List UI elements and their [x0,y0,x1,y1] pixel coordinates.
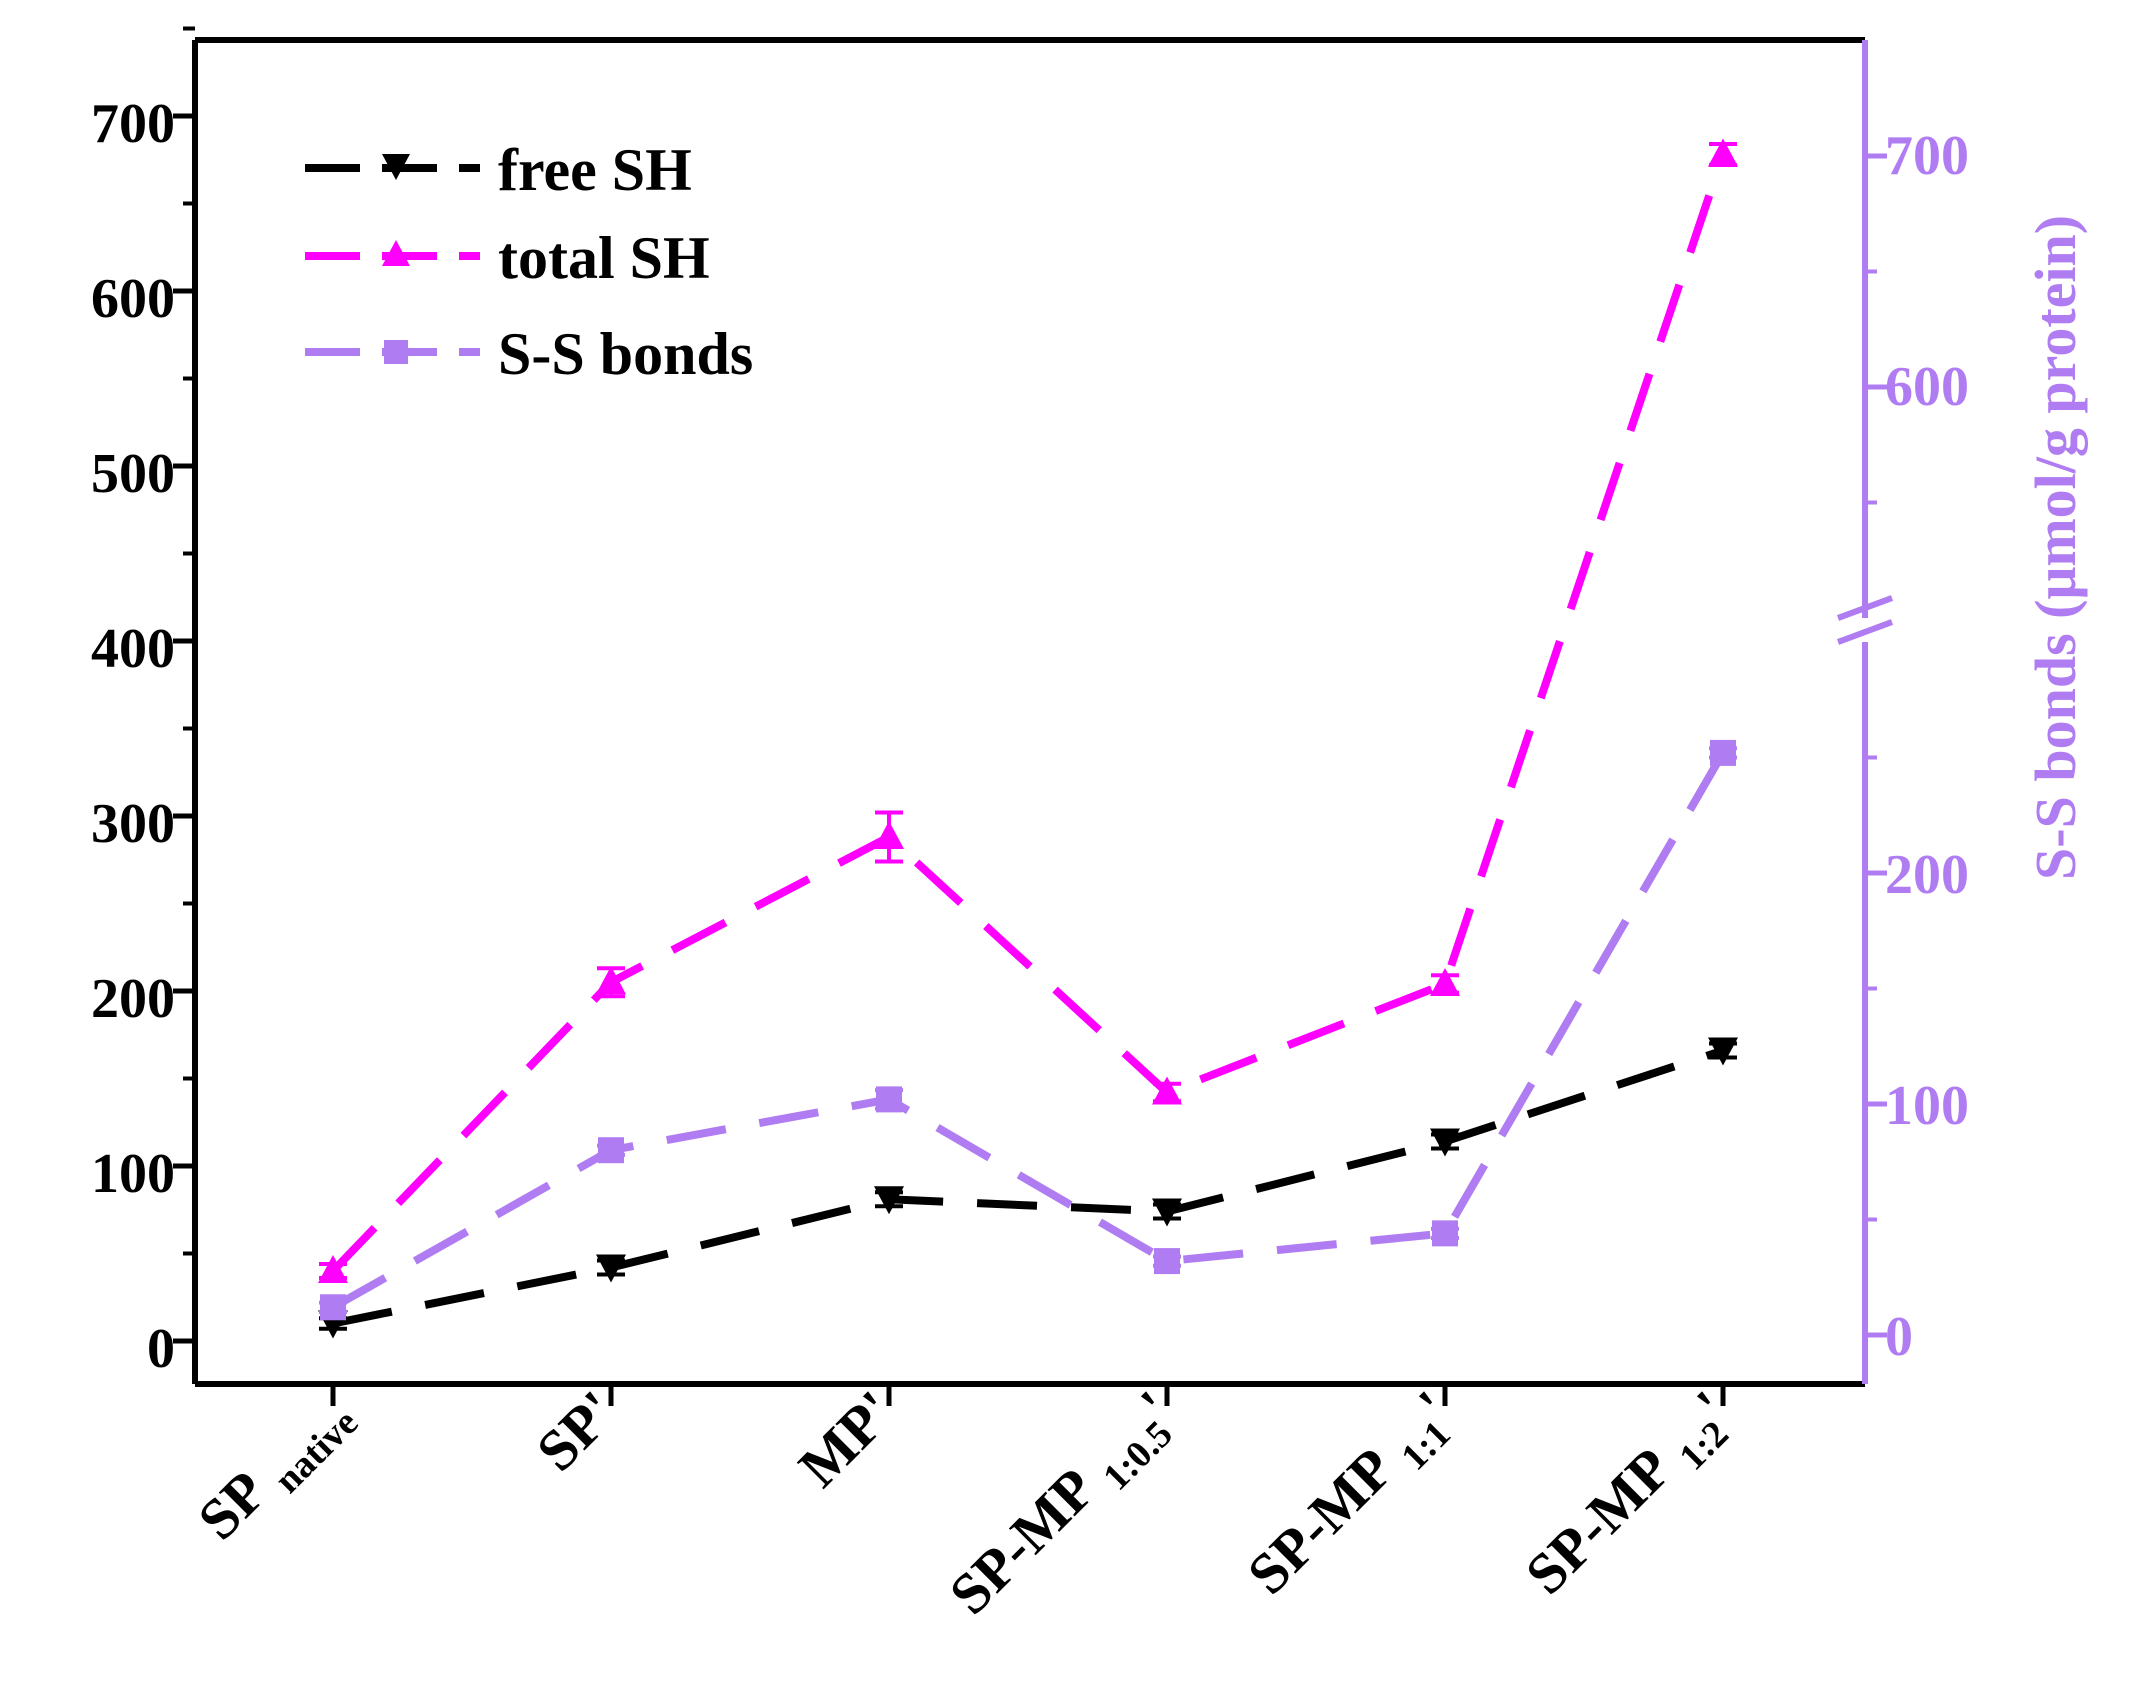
legend-item-total-sh: total SH [305,225,710,291]
legend-marker-triangle-up [382,240,410,266]
axis-break-mark [1836,595,1894,621]
data-point [1154,1248,1180,1275]
series-s-s-bonds [319,739,1737,1321]
data-point [1710,739,1736,766]
axis-break-mark [1836,619,1894,645]
legend-item-free-sh: free SH [305,137,692,203]
series-line [330,153,1727,1274]
legend-marker-square [384,340,408,364]
left-tick-labels: 0 100 200 300 400 500 600 700 [91,93,175,1380]
left-tick-label: 100 [91,1143,175,1205]
series-line [331,750,1727,1311]
category-label: SP-MP1:1' [1235,1378,1470,1613]
right-tick-label: 100 [1885,1075,1969,1137]
category-sub: native [266,1402,366,1502]
plot-frame [192,37,1894,1387]
data-point [1708,138,1738,167]
legend-label: total SH [498,225,710,291]
right-tick-label: 700 [1885,125,1969,187]
data-point [320,1294,346,1321]
right-tick-label: 0 [1885,1306,1913,1368]
right-tick-label: 200 [1885,844,1969,906]
data-point [876,1086,902,1113]
left-tick-label: 200 [91,968,175,1030]
series-line [332,1046,1725,1328]
data-point [1152,1076,1182,1105]
left-tick-label: 300 [91,793,175,855]
data-point [596,966,626,995]
legend-label: S-S bonds [498,321,753,387]
data-point [874,1186,904,1215]
right-axis-title: S-S bonds (μmol/g protein) [2023,215,2088,880]
legend-item-ss-bonds: S-S bonds [305,321,753,387]
data-point [596,1254,626,1283]
data-point [318,1255,348,1283]
series-total-sh [318,138,1738,1283]
left-tick-label: 0 [147,1318,175,1380]
data-point [874,821,904,849]
legend-label: free SH [498,137,692,203]
data-point [598,1137,624,1164]
left-tick-label: 600 [91,268,175,330]
data-point [1430,1128,1460,1157]
category-main: SP-MP [937,1456,1108,1627]
ticks-layer [173,26,1887,1406]
data-point [1432,1220,1458,1247]
category-label: SP-MP1:2' [1513,1378,1748,1613]
category-label: SPnative [185,1378,366,1559]
left-tick-label: 700 [91,93,175,155]
category-main: SP-MP [1513,1435,1684,1606]
series-layer [318,138,1738,1339]
category-main: SP-MP [1235,1435,1406,1606]
data-point [1708,1037,1738,1066]
category-labels: SPnative SP' MP' SP-MP1:0.5' SP-MP1:1' S… [185,1378,1748,1634]
legend-marker-triangle-down [382,154,410,180]
right-tick-labels: 0 100 200 600 700 [1885,125,1969,1368]
series-free-sh [318,1037,1738,1339]
category-label: SP-MP1:0.5' [937,1378,1193,1634]
data-point [1152,1198,1182,1227]
category-main: SP [185,1458,279,1552]
right-tick-label: 600 [1885,356,1969,418]
left-tick-label: 400 [91,618,175,680]
data-point [1430,968,1460,996]
legend: free SH total SH S-S bonds [305,137,753,387]
left-tick-label: 500 [91,443,175,505]
